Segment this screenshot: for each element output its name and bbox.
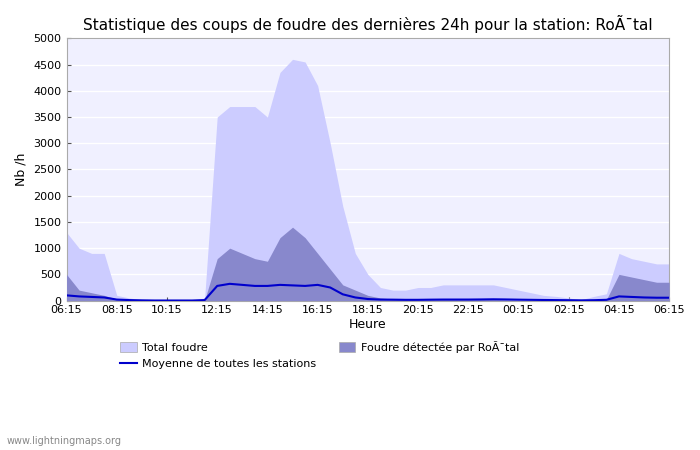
X-axis label: Heure: Heure (349, 318, 386, 331)
Y-axis label: Nb /h: Nb /h (15, 153, 28, 186)
Title: Statistique des coups de foudre des dernières 24h pour la station: RoÃ¯tal: Statistique des coups de foudre des dern… (83, 15, 652, 33)
Legend: Total foudre, Moyenne de toutes les stations, Foudre détectée par RoÃ¯tal: Total foudre, Moyenne de toutes les stat… (116, 337, 524, 374)
Text: www.lightningmaps.org: www.lightningmaps.org (7, 436, 122, 446)
